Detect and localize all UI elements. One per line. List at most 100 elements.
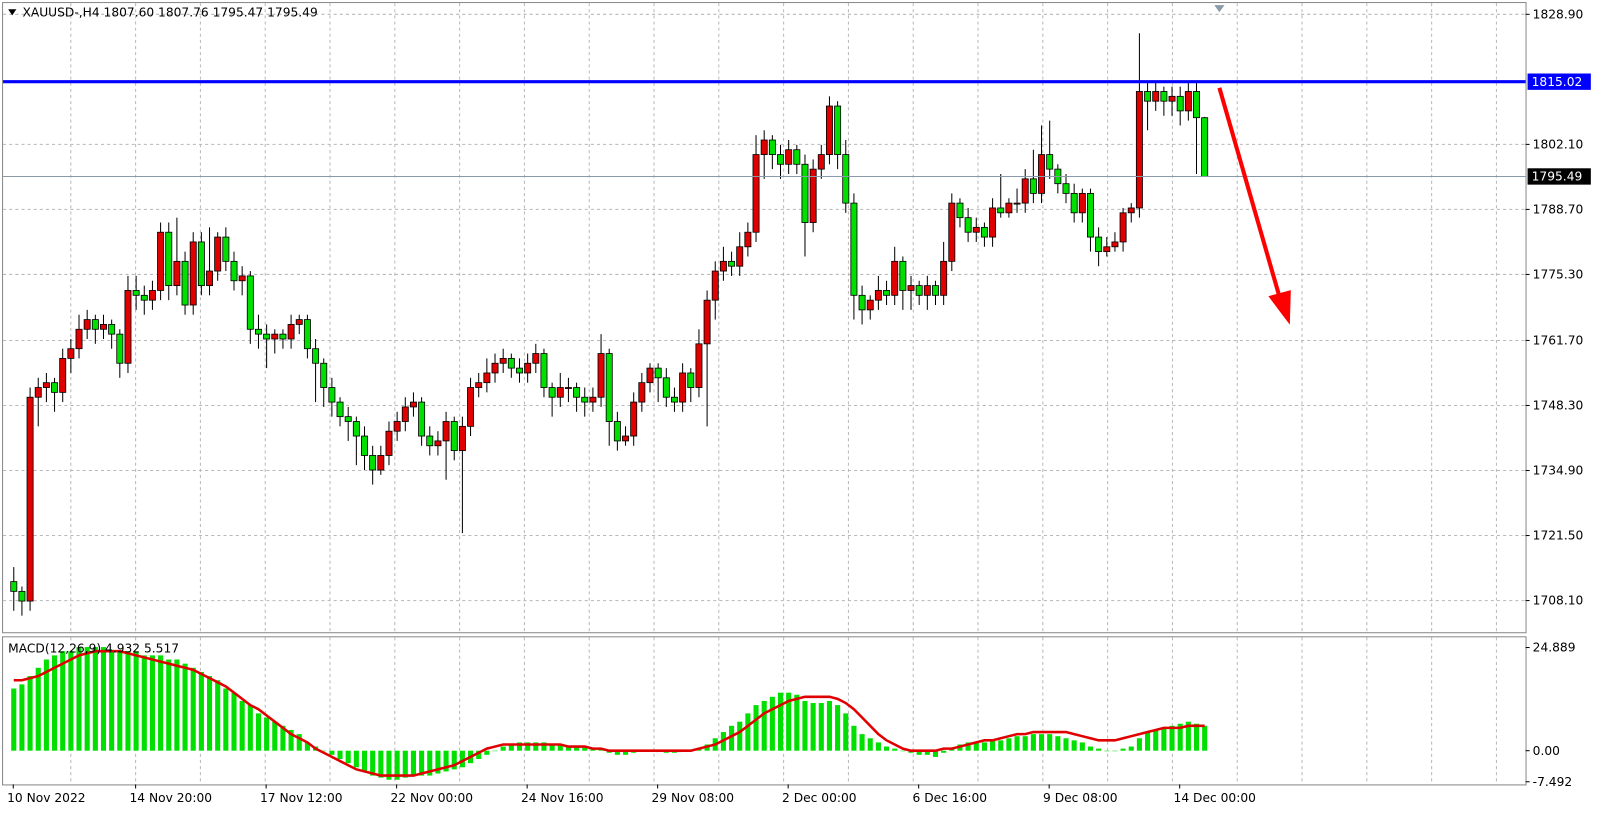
macd-bar (777, 692, 784, 751)
macd-bar (100, 647, 107, 751)
macd-bar (361, 750, 368, 772)
macd-bar (223, 688, 229, 751)
macd-bar (851, 725, 857, 751)
macd-bar (386, 750, 392, 780)
candle-body (915, 285, 923, 296)
macd-bar (402, 750, 408, 778)
candle-body (1078, 192, 1086, 214)
candle-body (646, 367, 654, 384)
candle-body (507, 357, 515, 369)
macd-bar (1202, 725, 1208, 751)
candle-body (1119, 212, 1127, 243)
candle-body (1193, 91, 1200, 119)
macd-bar (1014, 736, 1020, 751)
candle-body (409, 401, 417, 408)
macd-bar (1185, 721, 1191, 751)
macd-bar (622, 750, 629, 755)
y-tick-label: 1748.30 (1533, 399, 1584, 413)
macd-bar (272, 721, 278, 751)
candle-body (907, 285, 915, 291)
x-tick-label: 24 Nov 16:00 (521, 791, 604, 805)
candle-body (711, 270, 719, 301)
macd-bar (981, 742, 987, 751)
candle-body (923, 285, 931, 296)
candle-body (589, 396, 597, 403)
macd-bar (965, 742, 971, 751)
macd-bar (68, 651, 74, 751)
candle-body (1127, 207, 1135, 214)
macd-bar (769, 696, 775, 751)
macd-bar (500, 746, 506, 751)
candle-body (687, 372, 695, 388)
macd-bar (1030, 734, 1036, 751)
candle-body (450, 421, 458, 452)
candle-body (695, 343, 703, 388)
macd-bar (525, 742, 531, 751)
candle-body (956, 202, 964, 219)
y-tick-label: -7.492 (1533, 775, 1572, 789)
candle-body (148, 290, 156, 301)
candle-body (377, 455, 385, 471)
candle-body (972, 226, 980, 233)
candle-body (777, 154, 784, 165)
candle-body (760, 139, 768, 155)
arrow-shaft (1217, 87, 1284, 305)
candle-body (238, 275, 246, 282)
y-tick-label: 1788.70 (1533, 202, 1584, 216)
candle-body (42, 382, 50, 388)
candle-body (393, 421, 401, 432)
candle-body (834, 105, 842, 155)
macd-bar (321, 750, 327, 752)
macd-bar (541, 742, 547, 751)
candle-body (768, 139, 776, 155)
macd-bar (1087, 746, 1094, 751)
macd-bar (247, 705, 253, 751)
macd-bar (818, 703, 824, 751)
candle-body (744, 231, 752, 248)
candle-body (206, 270, 214, 287)
y-tick-label: 1734.90 (1533, 464, 1584, 478)
macd-bar (533, 742, 539, 751)
candle-body (719, 260, 727, 272)
candle-body (189, 241, 197, 306)
macd-bar (786, 692, 792, 751)
macd-bar (745, 713, 751, 751)
macd-bar (1104, 750, 1110, 752)
candle-body (548, 387, 556, 398)
macd-bar (370, 750, 376, 776)
candle-body (801, 163, 809, 223)
candle-body (752, 154, 760, 233)
macd-bar (1038, 734, 1045, 751)
macd-bar (753, 705, 759, 751)
x-tick-label: 29 Nov 08:00 (652, 791, 735, 805)
candle-body (964, 217, 972, 233)
macd-bar (304, 742, 310, 751)
macd-bar (998, 740, 1004, 751)
macd-bar (133, 651, 139, 751)
candle-body (336, 401, 344, 418)
candle-body (874, 290, 882, 301)
candle-body (654, 367, 662, 379)
x-tick-label: 2 Dec 00:00 (782, 791, 857, 805)
chart-title: XAUUSD-,H4 1807.60 1807.76 1795.47 1795.… (22, 5, 317, 19)
macd-bar (484, 750, 490, 755)
candle-body (165, 231, 173, 287)
macd-bar (574, 746, 580, 751)
candle-body (18, 590, 26, 602)
y-tick-label: 1828.90 (1533, 7, 1584, 21)
macd-bar (1153, 729, 1159, 751)
macd-bar (810, 703, 816, 751)
candle-body (630, 401, 638, 437)
candle-body (883, 290, 891, 296)
candle-body (736, 246, 744, 267)
candle-body (418, 401, 426, 437)
candle-body (891, 260, 899, 296)
candle-body (369, 455, 377, 471)
price-label: 1795.49 (1532, 170, 1583, 184)
macd-bar (843, 713, 849, 751)
macd-bar (802, 700, 808, 751)
candle-body (793, 149, 801, 165)
macd-bar (11, 688, 17, 751)
